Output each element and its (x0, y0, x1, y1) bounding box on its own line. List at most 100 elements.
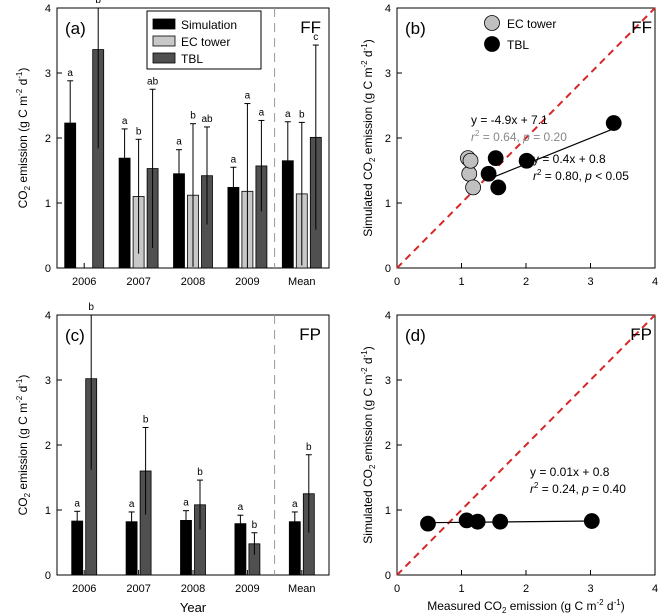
x-tick-label: 4 (652, 583, 658, 595)
stats-part: 0.20 (544, 130, 568, 144)
point-ec-tower (465, 179, 482, 196)
y-axis-label-part: ) (16, 375, 30, 379)
y-tick-label: 2 (45, 440, 51, 452)
point-tbl (487, 150, 504, 167)
legend-label: Simulation (181, 18, 237, 32)
significance-letter: b (136, 126, 142, 137)
y-tick-label: 1 (45, 198, 51, 210)
stats-part: p (522, 130, 530, 144)
point-tbl (583, 513, 600, 529)
stats-part: 0.24 (552, 482, 576, 496)
site-label: FF (631, 18, 652, 37)
x-tick-label: 2006 (72, 276, 96, 288)
x-tick-label: 2007 (126, 583, 150, 595)
point-tbl (469, 513, 486, 530)
x-axis-label-part: 2 (502, 606, 507, 615)
regression-stats: r2 = 0.64, p = 0.20 (471, 129, 567, 144)
stats-part: , (579, 169, 586, 183)
stats-part: p (584, 169, 592, 183)
significance-letter: b (299, 109, 305, 120)
y-axis-label-part: Simulated CO (361, 162, 375, 237)
y-axis-label: Simulated CO2 emission (g C m-2 d-1) (360, 39, 377, 236)
y-axis-label-part: -1 (360, 350, 369, 358)
significance-letter: a (231, 154, 237, 165)
y-axis-label-part: ) (361, 346, 375, 350)
x-tick-label: 4 (652, 276, 658, 288)
y-axis-label-part: -2 (15, 395, 24, 403)
legend-swatch (152, 35, 176, 47)
stats-part: 2 (475, 129, 480, 138)
y-tick-label: 4 (45, 310, 51, 322)
x-axis-label-part: Measured CO (427, 599, 502, 613)
x-tick-label: Mean (288, 583, 316, 595)
y-axis-label-part: CO (16, 190, 30, 208)
y-tick-label: 2 (385, 133, 391, 145)
panel-label: (a) (65, 19, 86, 38)
x-axis-label: Measured CO2 emission (g C m-2 d-1) (427, 598, 624, 615)
stats-part: 0.64 (493, 130, 517, 144)
y-axis-label-part: -1 (15, 71, 24, 79)
y-tick-label: 3 (45, 375, 51, 387)
regression-equation: y = 0.01x + 0.8 (530, 465, 610, 479)
point-tbl (518, 152, 535, 169)
y-axis-label-part: d (361, 357, 375, 367)
legend-label: TBL (181, 52, 203, 66)
x-tick-label: 0 (394, 583, 400, 595)
panel-d: 0 1 2 3 4 0 1 2 3 4 y = 0.01x + 0.8 r2 = 0.24, p = … (360, 310, 658, 615)
x-axis-label-part: ) (621, 599, 625, 613)
stats-part: , (576, 482, 583, 496)
significance-letter: a (259, 107, 265, 118)
stats-part: 0.05 (606, 169, 630, 183)
significance-letter: b (88, 302, 94, 313)
x-axis-label-part: d (604, 599, 614, 613)
x-tick-label: 3 (587, 276, 593, 288)
y-tick-label: 3 (385, 375, 391, 387)
y-tick-label: 1 (45, 505, 51, 517)
panel-label: (c) (65, 326, 85, 345)
legend-label: TBL (507, 38, 529, 52)
stats-part: p (581, 482, 589, 496)
stats-part: r (533, 169, 538, 183)
one-to-one-line (396, 314, 656, 576)
regression-equation: y = -4.9x + 7.1 (471, 113, 548, 127)
y-axis-label: Simulated CO2 emission (g C m-2 d-1) (360, 346, 377, 543)
significance-letter: ab (147, 76, 159, 87)
y-tick-label: 3 (385, 68, 391, 80)
stats-part: < (592, 169, 606, 183)
significance-letter: a (183, 498, 189, 509)
x-axis-label-part: -1 (614, 598, 622, 607)
point-tbl (605, 115, 622, 131)
one-to-one-line (396, 7, 656, 269)
significance-letter: a (67, 68, 73, 79)
legend-swatch (152, 52, 176, 64)
y-axis-label-part: ) (361, 39, 375, 43)
y-axis-label-part: d (361, 50, 375, 60)
stats-part: = (541, 169, 555, 183)
y-tick-label: 3 (45, 68, 51, 80)
significance-letter: a (245, 91, 251, 102)
x-tick-label: 2006 (72, 583, 96, 595)
significance-letter: c (313, 32, 318, 43)
regression-line (427, 520, 592, 524)
y-tick-label: 4 (385, 310, 391, 322)
significance-letter: a (238, 502, 244, 513)
significance-letter: a (129, 499, 135, 510)
significance-letter: a (74, 498, 80, 509)
x-axis-label-part: -2 (596, 598, 604, 607)
point-tbl (490, 179, 507, 196)
significance-letter: b (143, 414, 149, 425)
significance-letter: b (95, 0, 101, 6)
stats-part: r (530, 482, 535, 496)
y-tick-label: 0 (45, 263, 51, 275)
y-axis-label-part: -1 (360, 43, 369, 51)
y-tick-label: 1 (385, 198, 391, 210)
y-tick-label: 4 (385, 3, 391, 15)
x-tick-label: 2008 (181, 276, 205, 288)
stats-part: = (530, 130, 544, 144)
significance-letter: a (176, 137, 182, 148)
legend-marker (484, 36, 500, 52)
stats-part: 2 (534, 481, 539, 490)
